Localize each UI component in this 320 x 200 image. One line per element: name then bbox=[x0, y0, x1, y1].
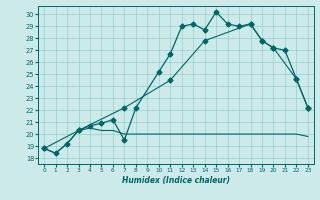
X-axis label: Humidex (Indice chaleur): Humidex (Indice chaleur) bbox=[122, 176, 230, 185]
